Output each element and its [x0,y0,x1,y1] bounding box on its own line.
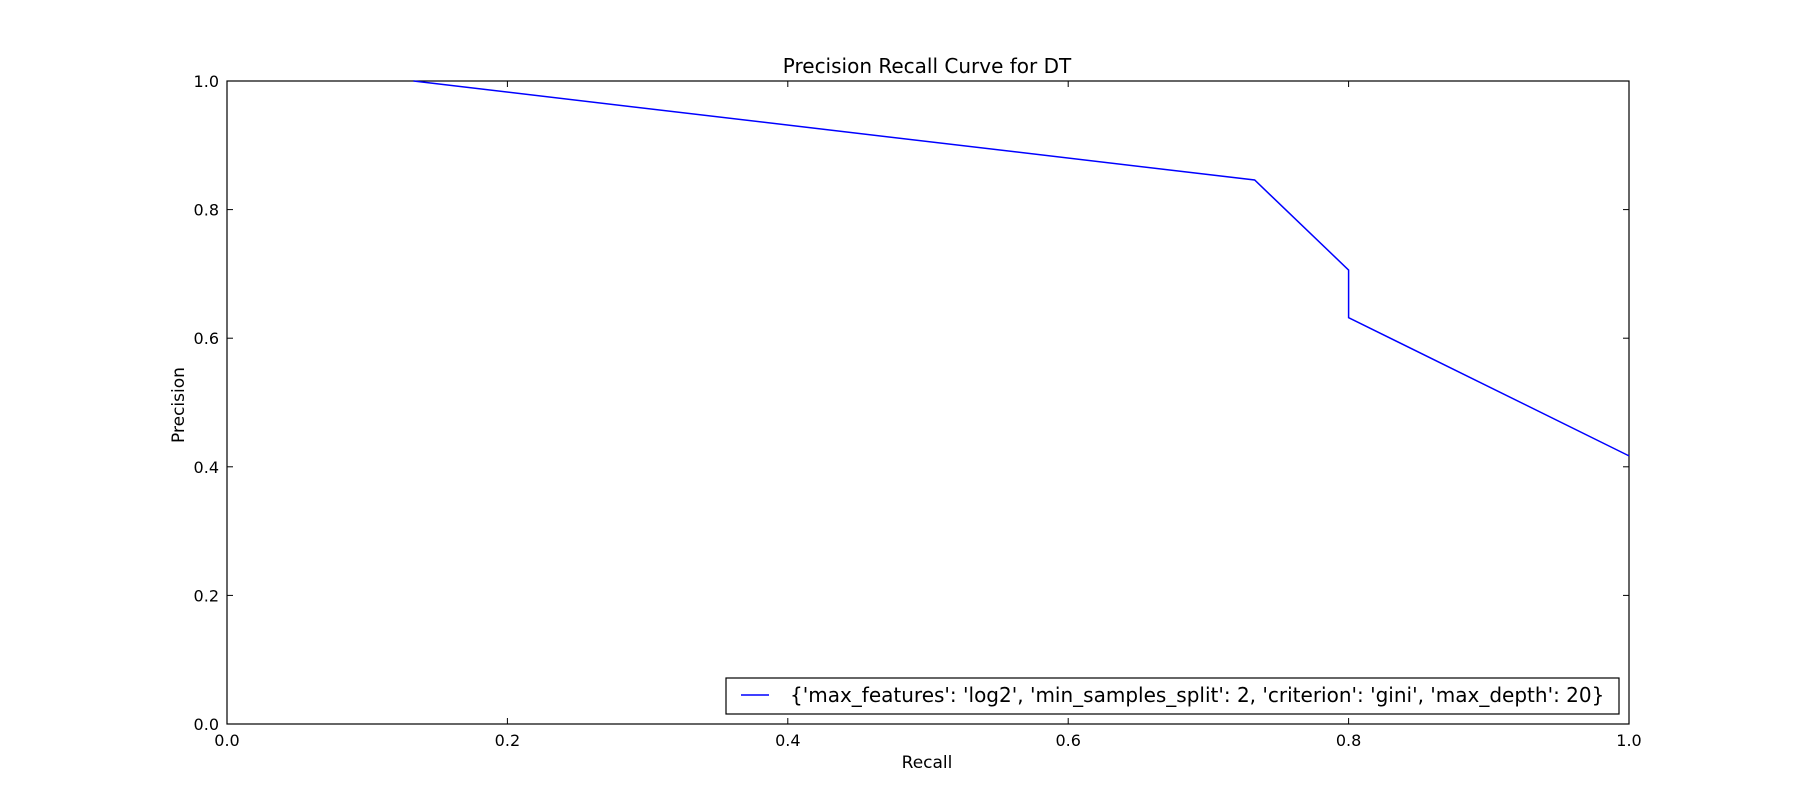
series-line-0 [413,80,1630,457]
y-tick-label: 1.0 [194,72,219,91]
y-tick-label: 0.2 [194,586,219,605]
x-tick-label: 0.2 [495,731,520,750]
y-tick-label: 0.6 [194,329,219,348]
y-ticks: 0.0 0.2 0.4 0.6 0.8 1.0 [194,72,1629,734]
legend: {'max_features': 'log2', 'min_samples_sp… [725,677,1620,715]
chart-title: Precision Recall Curve for DT [783,54,1072,78]
y-tick-label: 0.8 [194,201,219,220]
series-group [413,80,1630,457]
plot-frame [226,80,1630,725]
x-axis-label: Recall [902,753,953,773]
x-ticks: 0.0 0.2 0.4 0.6 0.8 1.0 [214,81,1642,750]
y-tick-label: 0.4 [194,458,219,477]
y-axis-label: Precision [169,367,189,443]
x-tick-label: 0.4 [775,731,800,750]
plot-area: 0.0 0.2 0.4 0.6 0.8 1.0 0.0 0.2 0.4 0.6 0.8 1.0 [194,72,1642,750]
x-tick-label: 0.8 [1336,731,1361,750]
x-tick-label: 0.6 [1055,731,1080,750]
y-tick-label: 0.0 [194,715,219,734]
x-tick-label: 1.0 [1616,731,1641,750]
legend-entry-label: {'max_features': 'log2', 'min_samples_sp… [790,683,1604,707]
x-tick-label: 0.0 [214,731,239,750]
legend-box [725,677,1620,715]
